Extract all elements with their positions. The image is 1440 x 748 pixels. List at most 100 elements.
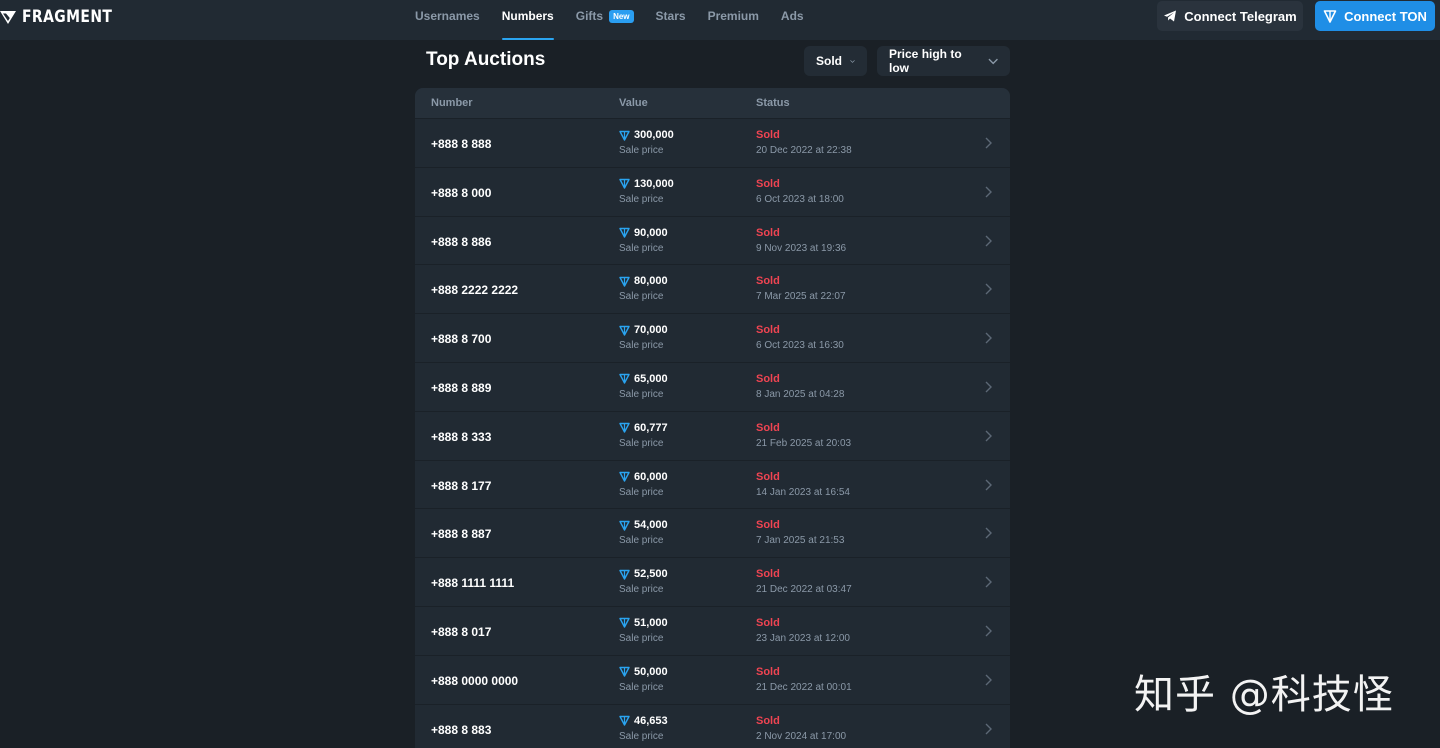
nav-usernames-label: Usernames — [415, 9, 480, 23]
fragment-logo-icon — [0, 11, 16, 24]
table-row[interactable]: +888 8 333 60,777 Sale price Sold 21 Feb 202… — [415, 410, 1010, 460]
status-sold: Sold — [756, 177, 780, 190]
sort-label: Price high to low — [889, 47, 962, 75]
nav-stars[interactable]: Stars — [645, 0, 697, 32]
logo-text: FRAGMENT — [22, 7, 113, 27]
auctions-table: Number Value Status +888 8 888 300,000 Sal… — [415, 88, 1010, 748]
sale-price-label: Sale price — [619, 535, 664, 547]
phone-number: +888 8 887 — [431, 527, 492, 542]
phone-number: +888 0000 0000 — [431, 673, 519, 688]
sold-date: 6 Oct 2023 at 18:00 — [756, 193, 844, 205]
connect-ton-button[interactable]: Connect TON — [1315, 1, 1435, 31]
telegram-icon — [1164, 10, 1177, 22]
sale-value: 90,000 — [619, 227, 668, 239]
column-header-status: Status — [756, 97, 790, 109]
nav-gifts[interactable]: Gifts New — [565, 0, 645, 32]
sale-value: 70,000 — [619, 324, 668, 336]
status-sold: Sold — [756, 470, 780, 483]
nav-ads[interactable]: Ads — [770, 0, 815, 32]
sale-price-label: Sale price — [619, 388, 664, 400]
sale-value: 60,777 — [619, 422, 668, 434]
sale-value: 54,000 — [619, 519, 668, 531]
sold-date: 23 Jan 2023 at 12:00 — [756, 632, 850, 644]
nav-usernames[interactable]: Usernames — [404, 0, 491, 32]
chevron-down-icon — [988, 58, 998, 64]
new-badge: New — [609, 9, 634, 23]
sort-dropdown[interactable]: Price high to low — [877, 46, 1010, 76]
sale-value-amount: 50,000 — [634, 665, 668, 678]
sale-price-label: Sale price — [619, 486, 664, 498]
ton-icon — [619, 227, 630, 238]
sale-value: 130,000 — [619, 178, 674, 190]
sale-value-amount: 70,000 — [634, 324, 668, 337]
sale-price-label: Sale price — [619, 730, 664, 742]
sale-value: 300,000 — [619, 129, 674, 141]
phone-number: +888 8 177 — [431, 478, 492, 493]
nav-gifts-label: Gifts — [575, 9, 604, 23]
sold-date: 20 Dec 2022 at 22:38 — [756, 145, 852, 156]
sale-price-label: Sale price — [619, 145, 664, 156]
chevron-right-icon — [985, 332, 992, 344]
status-filter-label: Sold — [816, 54, 842, 68]
sale-value: 51,000 — [619, 617, 668, 629]
status-sold: Sold — [756, 568, 780, 581]
status-sold: Sold — [756, 226, 780, 239]
table-body: +888 8 888 300,000 Sale price Sold 20 Dec 20… — [415, 118, 1010, 748]
table-row[interactable]: +888 8 700 70,000 Sale price Sold 6 Oct 2023… — [415, 313, 1010, 362]
phone-number: +888 8 000 — [431, 185, 492, 200]
table-row[interactable]: +888 8 177 60,000 Sale price Sold 14 Jan 202… — [415, 459, 1010, 509]
phone-number: +888 8 333 — [431, 429, 492, 444]
column-header-number: Number — [431, 97, 473, 109]
chevron-right-icon — [985, 625, 992, 637]
sold-date: 7 Mar 2025 at 22:07 — [756, 291, 846, 303]
status-sold: Sold — [756, 372, 780, 385]
ton-icon — [619, 325, 630, 336]
ton-icon — [619, 276, 630, 287]
sale-price-label: Sale price — [619, 632, 664, 644]
sale-value-amount: 60,777 — [634, 421, 668, 434]
nav-premium[interactable]: Premium — [697, 0, 770, 32]
status-sold: Sold — [756, 714, 780, 727]
table-row[interactable]: +888 1111 1111 52,500 Sale price Sold 21 Dec… — [415, 557, 1010, 606]
sold-date: 7 Jan 2025 at 21:53 — [756, 535, 845, 547]
table-row[interactable]: +888 8 000 130,000 Sale price Sold 6 Oct 202… — [415, 166, 1010, 216]
connect-ton-label: Connect TON — [1344, 8, 1427, 24]
table-row[interactable]: +888 8 888 300,000 Sale price Sold 20 Dec 20… — [415, 118, 1010, 167]
phone-number: +888 1111 1111 — [431, 576, 515, 591]
sale-price-label: Sale price — [619, 193, 664, 205]
table-row[interactable]: +888 8 017 51,000 Sale price Sold 23 Jan 202… — [415, 605, 1010, 655]
ton-icon — [1323, 10, 1337, 23]
nav-stars-label: Stars — [655, 9, 686, 23]
sale-value-amount: 300,000 — [634, 129, 674, 141]
table-row[interactable]: +888 0000 0000 50,000 Sale price Sold 21 Dec… — [415, 654, 1010, 704]
table-row[interactable]: +888 2222 2222 80,000 Sale price Sold 7 Mar … — [415, 264, 1010, 313]
sold-date: 9 Nov 2023 at 19:36 — [756, 242, 847, 254]
ton-icon — [619, 618, 630, 629]
table-row[interactable]: +888 8 889 65,000 Sale price Sold 8 Jan 2025… — [415, 361, 1010, 411]
nav-numbers-label: Numbers — [501, 9, 554, 23]
chevron-right-icon — [985, 479, 992, 491]
sale-value: 46,653 — [619, 715, 668, 727]
status-sold: Sold — [756, 519, 780, 532]
nav-numbers[interactable]: Numbers — [491, 0, 565, 40]
table-row[interactable]: +888 8 886 90,000 Sale price Sold 9 Nov 2023… — [415, 215, 1010, 265]
status-sold: Sold — [756, 129, 780, 141]
ton-icon — [619, 667, 630, 677]
chevron-right-icon — [985, 381, 992, 393]
ton-icon — [619, 130, 630, 141]
page-title: Top Auctions — [426, 49, 546, 70]
status-filter-dropdown[interactable]: Sold — [804, 46, 867, 76]
connect-telegram-button[interactable]: Connect Telegram — [1157, 1, 1303, 31]
sold-date: 2 Nov 2024 at 17:00 — [756, 730, 847, 742]
chevron-right-icon — [985, 137, 992, 149]
watermark: 知乎 @科技怪 — [1134, 672, 1394, 718]
sale-value-amount: 90,000 — [634, 226, 668, 239]
table-row[interactable]: +888 8 887 54,000 Sale price Sold 7 Jan 2025… — [415, 508, 1010, 557]
sale-value: 65,000 — [619, 373, 668, 385]
status-sold: Sold — [756, 421, 780, 434]
fragment-logo[interactable]: FRAGMENT — [0, 6, 132, 28]
chevron-right-icon — [985, 186, 992, 198]
phone-number: +888 8 883 — [431, 722, 492, 737]
table-row[interactable]: +888 8 883 46,653 Sale price Sold 2 Nov 2024… — [415, 703, 1010, 748]
nav-premium-label: Premium — [707, 9, 759, 23]
